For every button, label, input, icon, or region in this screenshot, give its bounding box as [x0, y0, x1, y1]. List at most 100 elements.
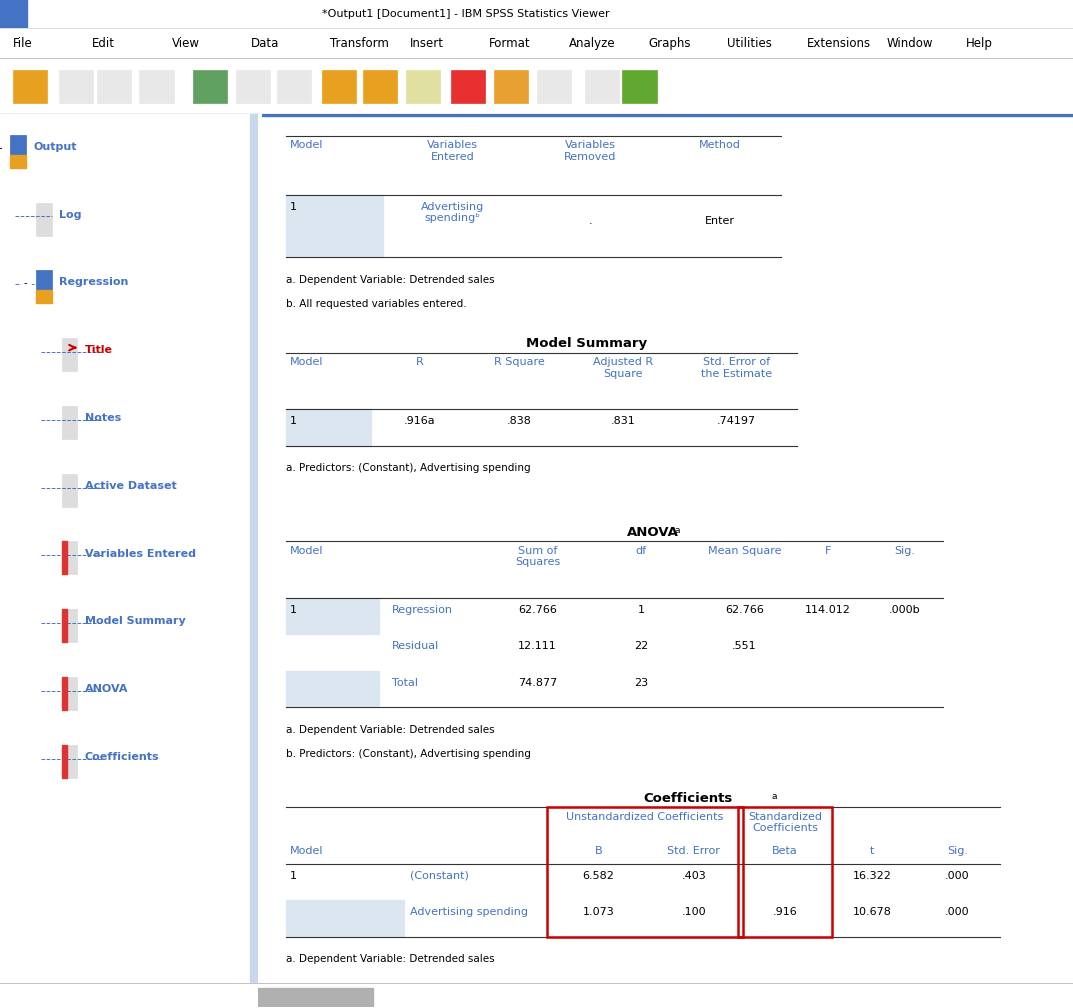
- Bar: [738, 807, 832, 936]
- Text: R: R: [416, 357, 424, 367]
- Text: 1: 1: [290, 605, 297, 615]
- Bar: [363, 70, 397, 103]
- Text: Model: Model: [290, 140, 324, 150]
- Text: 62.766: 62.766: [518, 605, 557, 615]
- Text: Title: Title: [85, 346, 113, 355]
- Bar: [286, 409, 371, 446]
- Text: 16.322: 16.322: [853, 871, 892, 881]
- Text: Output: Output: [33, 142, 77, 152]
- Text: .916a: .916a: [405, 416, 436, 426]
- Text: Model Summary: Model Summary: [85, 616, 186, 626]
- Text: Window: Window: [886, 37, 932, 49]
- Text: .000: .000: [945, 871, 970, 881]
- Text: -: -: [24, 278, 28, 288]
- Text: .100: .100: [681, 907, 706, 917]
- Text: Variables Entered: Variables Entered: [85, 548, 196, 558]
- Text: File: File: [13, 37, 32, 49]
- Text: 1: 1: [637, 605, 645, 615]
- Text: (Constant): (Constant): [410, 871, 469, 881]
- Text: Coefficients: Coefficients: [643, 791, 732, 804]
- Bar: [536, 70, 571, 103]
- Text: Variables
Entered: Variables Entered: [427, 140, 477, 161]
- Text: Std. Error: Std. Error: [667, 847, 720, 857]
- Text: Help: Help: [966, 37, 993, 49]
- Bar: [258, 988, 373, 1006]
- Text: .551: .551: [732, 641, 756, 651]
- Text: Data: Data: [251, 37, 279, 49]
- Text: Std. Error of
the Estimate: Std. Error of the Estimate: [701, 357, 771, 379]
- Text: Total: Total: [392, 677, 417, 687]
- Text: Model: Model: [290, 847, 324, 857]
- Bar: [451, 70, 485, 103]
- Text: .916: .916: [773, 907, 797, 917]
- Text: b. All requested variables entered.: b. All requested variables entered.: [286, 299, 467, 309]
- Bar: [0, 136, 5, 161]
- Bar: [62, 609, 77, 642]
- Bar: [286, 900, 403, 936]
- Bar: [20, 271, 31, 297]
- Text: 1: 1: [290, 202, 297, 212]
- Text: Sig.: Sig.: [894, 545, 915, 555]
- Text: Coefficients: Coefficients: [85, 752, 160, 762]
- Text: Model Summary: Model Summary: [526, 338, 647, 350]
- Bar: [62, 541, 67, 575]
- Bar: [62, 338, 77, 371]
- Text: Advertising
spendingᵇ: Advertising spendingᵇ: [421, 202, 484, 223]
- Text: a: a: [771, 791, 777, 800]
- Bar: [36, 290, 52, 303]
- Bar: [193, 70, 227, 103]
- Text: Advertising spending: Advertising spending: [410, 907, 528, 917]
- Text: Beta: Beta: [773, 847, 798, 857]
- Text: 74.877: 74.877: [518, 677, 557, 687]
- Bar: [62, 541, 77, 575]
- Text: R Square: R Square: [494, 357, 545, 367]
- Bar: [62, 474, 77, 507]
- Text: B: B: [594, 847, 602, 857]
- Bar: [494, 70, 528, 103]
- Text: Model: Model: [290, 545, 324, 555]
- Text: Adjusted R
Square: Adjusted R Square: [592, 357, 652, 379]
- Text: 6.582: 6.582: [583, 871, 615, 881]
- Bar: [0, 0, 27, 28]
- Text: t: t: [870, 847, 874, 857]
- Text: 114.012: 114.012: [805, 605, 851, 615]
- Text: Edit: Edit: [92, 37, 115, 49]
- Text: ANOVA: ANOVA: [627, 526, 679, 538]
- Text: 1.073: 1.073: [583, 907, 615, 917]
- Text: Variables
Removed: Variables Removed: [564, 140, 617, 161]
- Text: 1: 1: [290, 416, 297, 426]
- Text: Residual: Residual: [392, 641, 439, 651]
- Bar: [59, 70, 93, 103]
- Text: a. Dependent Variable: Detrended sales: a. Dependent Variable: Detrended sales: [286, 955, 495, 964]
- Text: .831: .831: [611, 416, 635, 426]
- Text: 23: 23: [634, 677, 648, 687]
- Bar: [62, 677, 67, 710]
- Text: a. Dependent Variable: Detrended sales: a. Dependent Variable: Detrended sales: [286, 274, 495, 284]
- Bar: [236, 70, 270, 103]
- Bar: [97, 70, 131, 103]
- Text: a. Predictors: (Constant), Advertising spending: a. Predictors: (Constant), Advertising s…: [286, 464, 531, 473]
- Text: Transform: Transform: [330, 37, 389, 49]
- Bar: [262, 114, 1073, 116]
- Text: Model: Model: [290, 357, 324, 367]
- Text: 1: 1: [290, 871, 297, 881]
- Text: .838: .838: [506, 416, 532, 426]
- Bar: [11, 155, 26, 167]
- Text: Mean Square: Mean Square: [708, 545, 781, 555]
- Text: 12.111: 12.111: [518, 641, 557, 651]
- Bar: [62, 745, 77, 778]
- Text: Standardized
Coefficients: Standardized Coefficients: [748, 811, 822, 834]
- Text: Regression: Regression: [392, 605, 453, 615]
- Bar: [36, 270, 52, 303]
- Text: .000: .000: [945, 907, 970, 917]
- Bar: [406, 70, 440, 103]
- Text: Log: Log: [59, 210, 82, 220]
- Text: a: a: [675, 526, 680, 535]
- Text: .: .: [588, 217, 592, 227]
- Text: Utilities: Utilities: [727, 37, 773, 49]
- Bar: [286, 671, 380, 708]
- Text: Regression: Regression: [59, 277, 129, 287]
- Text: Method: Method: [700, 140, 741, 150]
- Bar: [62, 677, 77, 710]
- Text: a. Dependent Variable: Detrended sales: a. Dependent Variable: Detrended sales: [286, 725, 495, 735]
